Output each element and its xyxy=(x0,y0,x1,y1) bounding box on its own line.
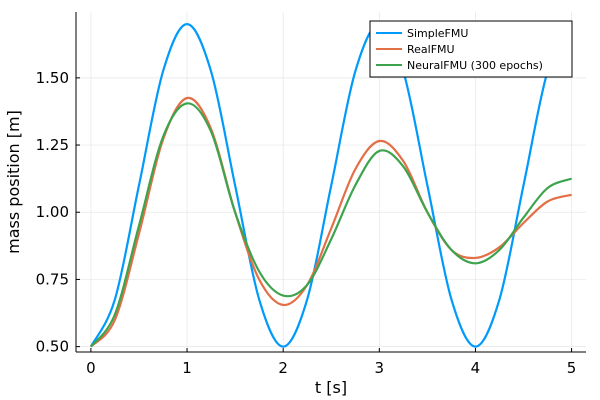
y-tick-label: 1.00 xyxy=(36,203,69,221)
y-tick-label: 0.50 xyxy=(36,338,69,356)
y-tick-label: 0.75 xyxy=(36,270,69,288)
legend-entry: RealFMU xyxy=(407,43,455,56)
x-tick-label: 1 xyxy=(182,359,192,377)
y-ticks: 0.50 0.75 1.00 1.25 1.50 xyxy=(36,69,80,356)
series-lines xyxy=(89,22,573,348)
x-tick-label: 3 xyxy=(375,359,385,377)
y-axis-label: mass position [m] xyxy=(4,110,23,254)
series-line-1 xyxy=(89,22,573,348)
x-tick-label: 2 xyxy=(278,359,288,377)
x-tick-label: 5 xyxy=(567,359,577,377)
series-line-3 xyxy=(90,102,572,348)
legend-box xyxy=(369,20,573,78)
y-tick-label: 1.25 xyxy=(36,136,69,154)
legend: SimpleFMU RealFMU NeuralFMU (300 epochs) xyxy=(369,20,573,78)
legend-entry: NeuralFMU (300 epochs) xyxy=(407,59,543,72)
legend-entry: SimpleFMU xyxy=(407,27,468,40)
y-tick-label: 1.50 xyxy=(36,69,69,87)
x-tick-label: 0 xyxy=(86,359,96,377)
x-ticks: 0 1 2 3 4 5 xyxy=(86,348,576,377)
x-tick-label: 4 xyxy=(471,359,481,377)
axes xyxy=(75,12,586,353)
x-axis-label: t [s] xyxy=(315,378,347,397)
